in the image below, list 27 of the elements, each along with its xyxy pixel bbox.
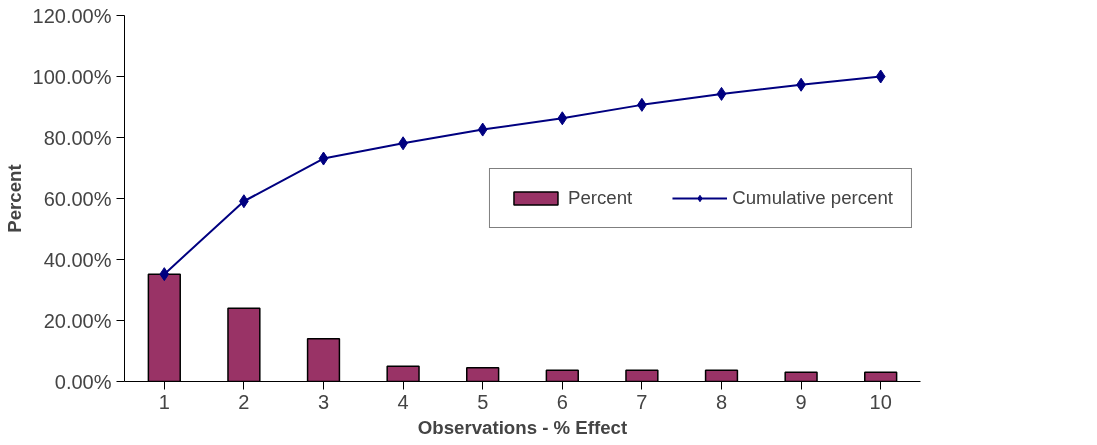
- point: [318, 151, 329, 166]
- x-tick-label: 2: [238, 390, 250, 413]
- x-tick-label: 5: [477, 390, 489, 413]
- x-tick-label: 8: [715, 390, 728, 413]
- y-tick-label: 60.00%: [43, 187, 112, 210]
- point: [477, 122, 488, 137]
- x-tick-label: 1: [158, 390, 170, 413]
- x-tick-label: 6: [556, 390, 568, 413]
- point: [716, 86, 727, 101]
- y-tick-label: 120.00%: [32, 4, 112, 27]
- legend-label: Percent: [567, 187, 633, 209]
- x-tick-label: 3: [317, 390, 330, 413]
- x-axis-title: Observations - % Effect: [417, 416, 628, 438]
- y-axis-title: Percent: [3, 164, 25, 233]
- legend-label: Cumulative percent: [732, 187, 893, 209]
- point: [159, 267, 170, 282]
- point: [875, 69, 886, 84]
- y-tick-label: 80.00%: [43, 126, 112, 149]
- x-tick-label: 7: [636, 390, 648, 413]
- y-tick-label: 20.00%: [43, 309, 112, 332]
- point: [557, 111, 568, 126]
- y-tick-label: 100.00%: [32, 65, 112, 88]
- x-tick-label: 4: [397, 390, 409, 413]
- y-tick-label: 40.00%: [43, 248, 112, 271]
- y-tick-label: 0.00%: [54, 370, 112, 393]
- x-tick-label: 10: [869, 390, 892, 413]
- x-tick-label: 9: [795, 390, 807, 413]
